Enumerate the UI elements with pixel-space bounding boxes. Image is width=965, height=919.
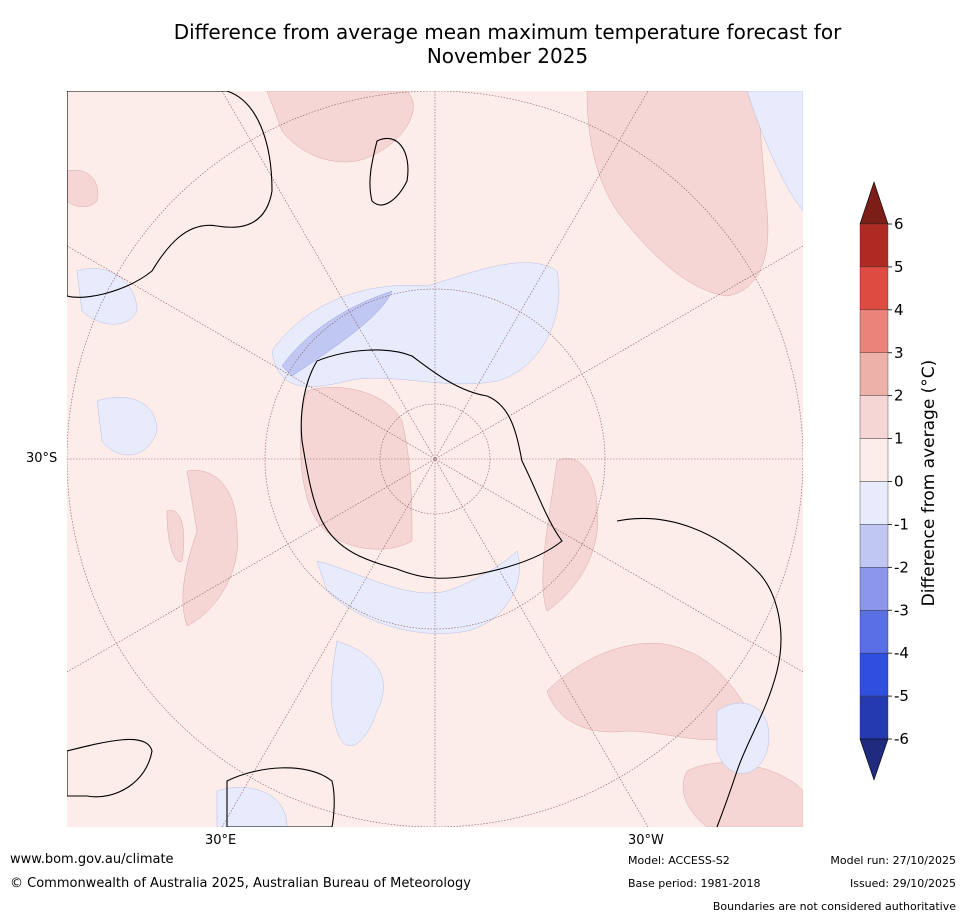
south-america-coast	[616, 517, 782, 827]
ross-sea-cool	[271, 262, 560, 387]
colorbar-tick-label: -5	[894, 687, 909, 705]
colorbar-tick-label: -6	[894, 730, 909, 748]
colorbar-bin	[859, 652, 889, 697]
colorbar-bin	[859, 309, 889, 353]
title-line-1: Difference from average mean maximum tem…	[173, 20, 842, 44]
footer-model-run: Model run: 27/10/2025	[830, 854, 956, 867]
colorbar-title: Difference from average (°C)	[919, 359, 939, 607]
colorbar-bin	[859, 610, 889, 654]
colorbar-bin	[859, 395, 889, 439]
antarctica-coast	[300, 349, 563, 579]
south-atlantic-cool	[330, 640, 384, 746]
colorbar-under-arrow	[859, 738, 889, 781]
graticule	[67, 91, 803, 827]
colorbar: 6 5 4 3 2 1 0 -1 -2 -3 -4 -5 -6	[859, 181, 909, 781]
colorbar-over-arrow	[859, 181, 889, 225]
indian-ocean-warm	[182, 470, 238, 627]
anomaly-1-2-regions	[67, 91, 803, 827]
coastlines	[67, 91, 782, 827]
title-line-2: November 2025	[426, 44, 589, 68]
meridian-150	[221, 91, 649, 827]
lat-label-30S: 30°S	[26, 451, 58, 466]
colorbar-bin	[859, 352, 889, 396]
colorbar-tick-label: 4	[894, 301, 904, 319]
weddell-arc-cool	[316, 550, 520, 634]
indian-cool-patch	[96, 397, 158, 456]
colorbar-tick-label: -1	[894, 515, 909, 533]
lon-label-30E: 30°E	[205, 833, 237, 848]
meridian-120	[67, 245, 803, 673]
anomaly-neg1-0-regions	[76, 91, 803, 827]
colorbar-tick-label: -3	[894, 601, 909, 619]
colorbar-bin	[859, 223, 889, 268]
colorbar-bins	[859, 223, 889, 740]
polar-map	[67, 91, 803, 827]
meridian-60	[67, 245, 803, 673]
colorbar-bin	[859, 266, 889, 311]
colorbar-tick-label: 1	[894, 430, 904, 448]
australia-warm	[67, 169, 99, 207]
colorbar-tick-label: 5	[894, 258, 904, 276]
corner-cool	[746, 91, 803, 212]
footer-issued: Issued: 29/10/2025	[849, 877, 956, 890]
antarctic-interior-warm	[300, 387, 413, 550]
colorbar-tick-label: 2	[894, 387, 904, 405]
drake-warm	[542, 458, 598, 612]
footer-website[interactable]: www.bom.gov.au/climate	[10, 852, 174, 867]
footer-disclaimer: Boundaries are not considered authoritat…	[712, 900, 956, 913]
footer-copyright: © Commonwealth of Australia 2025, Austra…	[10, 876, 471, 891]
colorbar-ticks: 6 5 4 3 2 1 0 -1 -2 -3 -4 -5 -6	[888, 215, 909, 748]
footer-base-period: Base period: 1981-2018	[628, 877, 761, 890]
new-zealand-coast	[369, 138, 409, 206]
colorbar-tick-label: -4	[894, 644, 909, 662]
footer-model: Model: ACCESS-S2	[628, 854, 730, 867]
south-atlantic-warm	[586, 91, 769, 297]
australia-coast	[67, 91, 273, 298]
colorbar-tick-label: 6	[894, 215, 904, 233]
map-panel	[67, 91, 803, 827]
madagascar-area-coast	[67, 738, 153, 798]
colorbar-bin	[859, 438, 889, 482]
west-cool-patch	[76, 268, 138, 325]
meridian-30	[221, 91, 649, 827]
lon-label-30W: 30°W	[628, 833, 664, 848]
colorbar-bin	[859, 524, 889, 568]
map-title: Difference from average mean maximum tem…	[0, 20, 965, 68]
colorbar-bin	[859, 695, 889, 740]
anomaly-neg2-neg1-region	[281, 290, 393, 377]
small-warm-patch	[166, 510, 185, 563]
colorbar-bin	[859, 481, 889, 525]
colorbar-bin	[859, 567, 889, 611]
colorbar-tick-label: 3	[894, 344, 904, 362]
atlantic-cool-patch	[716, 702, 770, 774]
africa-coast	[226, 767, 335, 827]
colorbar-tick-label: -2	[894, 558, 909, 576]
colorbar-tick-label: 0	[894, 473, 904, 491]
